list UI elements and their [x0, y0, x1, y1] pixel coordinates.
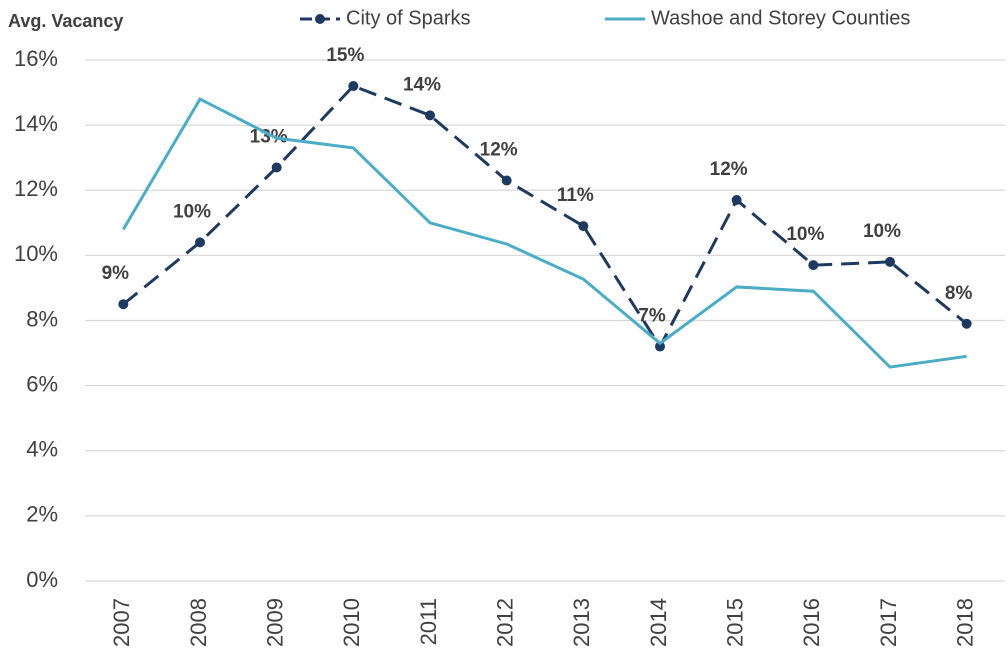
y-axis-title: Avg. Vacancy: [8, 11, 123, 31]
series-line: [122, 84, 968, 350]
y-tick-label: 8%: [26, 306, 58, 331]
data-label: 10%: [786, 224, 824, 245]
data-label: 12%: [480, 139, 518, 160]
point-marker: [348, 81, 359, 92]
data-label: 13%: [250, 126, 288, 147]
y-tick-label: 14%: [14, 111, 58, 136]
data-label: 10%: [173, 201, 211, 222]
y-tick-label: 0%: [26, 567, 58, 592]
data-label: 15%: [326, 45, 364, 66]
x-tick-label: 2015: [722, 598, 747, 647]
legend-label: Washoe and Storey Counties: [651, 7, 910, 29]
point-marker: [195, 237, 205, 248]
point-marker: [501, 175, 512, 186]
data-label: 14%: [403, 74, 441, 95]
point-marker: [731, 195, 742, 206]
data-label: 12%: [710, 159, 748, 180]
point-marker: [961, 318, 972, 329]
data-label: 10%: [863, 221, 901, 242]
y-tick-label: 2%: [26, 502, 58, 527]
x-tick-label: 2017: [876, 598, 901, 647]
x-tick-label: 2010: [339, 598, 364, 647]
point-marker: [271, 162, 282, 173]
y-tick-label: 6%: [26, 371, 58, 396]
x-tick-label: 2013: [569, 598, 594, 647]
x-tick-label: 2011: [416, 598, 441, 645]
x-tick-label: 2007: [109, 598, 134, 647]
point-marker: [118, 299, 129, 310]
y-tick-label: 16%: [14, 46, 58, 71]
y-tick-label: 4%: [26, 437, 58, 462]
x-tick-label: 2016: [799, 598, 824, 647]
x-tick-label: 2018: [952, 598, 977, 647]
series-line: [122, 97, 967, 369]
legend-label: City of Sparks: [346, 7, 470, 29]
y-tick-label: 10%: [14, 241, 58, 266]
point-marker: [885, 256, 895, 267]
point-marker: [808, 260, 819, 271]
x-tick-label: 2009: [262, 598, 287, 647]
y-tick-label: 12%: [14, 176, 58, 201]
x-tick-label: 2012: [492, 598, 517, 647]
legend-marker: [315, 14, 325, 24]
x-tick-label: 2008: [186, 598, 211, 647]
data-label: 9%: [102, 263, 130, 284]
point-marker: [578, 221, 589, 232]
data-label: 7%: [638, 306, 666, 327]
data-label: 8%: [945, 283, 973, 304]
x-tick-label: 2014: [646, 598, 671, 647]
point-marker: [425, 110, 435, 121]
point-marker: [655, 341, 665, 352]
data-label: 11%: [557, 185, 594, 206]
